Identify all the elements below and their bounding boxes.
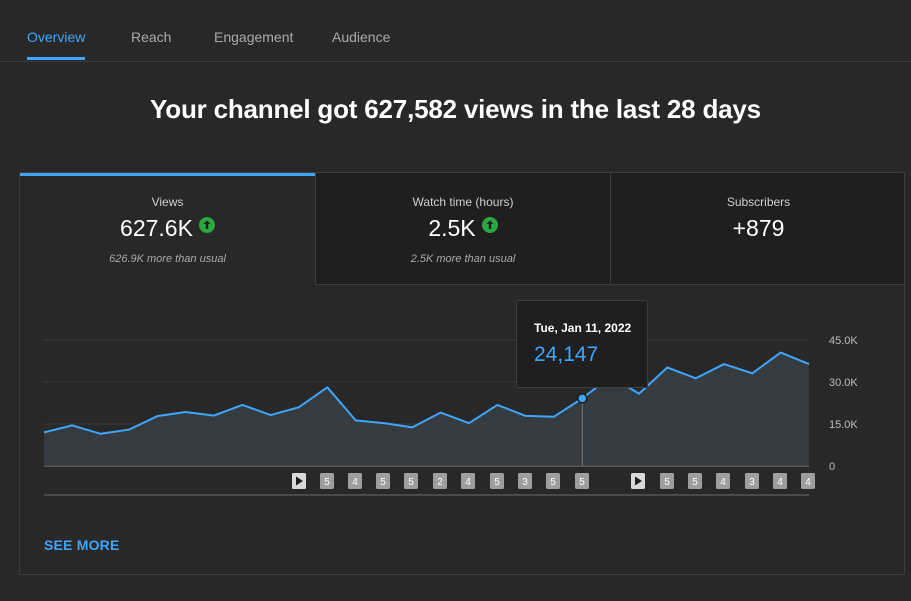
tab-reach[interactable]: Reach bbox=[131, 29, 172, 45]
video-count-marker[interactable]: 4 bbox=[801, 473, 815, 489]
metric-value-text: 2.5K bbox=[428, 215, 476, 241]
metric-tab-views[interactable]: Views 627.6K 626.9K more than usual bbox=[20, 173, 315, 285]
marker-count-label: 4 bbox=[465, 477, 471, 488]
metric-note: 2.5K more than usual bbox=[410, 253, 516, 265]
tab-audience[interactable]: Audience bbox=[332, 29, 391, 45]
marker-count-label: 5 bbox=[494, 477, 500, 488]
metric-tab-watch-time[interactable]: Watch time (hours) 2.5K 2.5K more than u… bbox=[315, 173, 610, 285]
marker-count-label: 5 bbox=[664, 477, 670, 488]
video-count-marker[interactable]: 5 bbox=[404, 473, 418, 489]
video-count-marker[interactable]: 5 bbox=[575, 473, 589, 489]
video-published-marker[interactable] bbox=[292, 473, 306, 489]
marker-count-label: 5 bbox=[550, 477, 556, 488]
metric-value: +879 bbox=[611, 215, 904, 242]
marker-count-label: 4 bbox=[805, 477, 811, 488]
marker-count-label: 3 bbox=[522, 477, 528, 488]
metric-label: Subscribers bbox=[726, 195, 791, 209]
video-count-marker[interactable]: 5 bbox=[688, 473, 702, 489]
marker-count-label: 5 bbox=[380, 477, 386, 488]
marker-count-label: 5 bbox=[408, 477, 414, 488]
metric-value: 2.5K bbox=[316, 215, 610, 242]
metric-value-text: 627.6K bbox=[120, 215, 193, 241]
marker-count-label: 2 bbox=[437, 477, 443, 488]
play-icon bbox=[635, 476, 642, 486]
page-headline: Your channel got 627,582 views in the la… bbox=[150, 94, 761, 124]
video-count-marker[interactable]: 3 bbox=[745, 473, 759, 489]
chart-tooltip: Tue, Jan 11, 2022 24,147 bbox=[516, 300, 648, 388]
video-count-marker[interactable]: 4 bbox=[773, 473, 787, 489]
marker-count-label: 5 bbox=[692, 477, 698, 488]
marker-count-label: 5 bbox=[324, 477, 330, 488]
tooltip-value: 24,147 bbox=[534, 343, 599, 366]
video-published-marker[interactable] bbox=[631, 473, 645, 489]
tab-engagement[interactable]: Engagement bbox=[214, 29, 294, 45]
marker-count-label: 4 bbox=[352, 477, 358, 488]
video-count-marker[interactable]: 5 bbox=[546, 473, 560, 489]
analytics-tabs: Overview Reach Engagement Audience bbox=[0, 0, 911, 62]
video-count-marker[interactable]: 3 bbox=[518, 473, 532, 489]
arrow-up-icon bbox=[198, 217, 215, 233]
marker-count-label: 3 bbox=[749, 477, 755, 488]
video-count-marker[interactable]: 5 bbox=[660, 473, 674, 489]
video-count-marker[interactable]: 5 bbox=[490, 473, 504, 489]
video-count-marker[interactable]: 4 bbox=[716, 473, 730, 489]
video-count-marker[interactable]: 4 bbox=[461, 473, 475, 489]
play-icon bbox=[296, 476, 303, 486]
metric-note: 626.9K more than usual bbox=[109, 253, 226, 265]
metric-value-text: +879 bbox=[732, 215, 785, 241]
metric-label: Watch time (hours) bbox=[412, 195, 514, 209]
tab-overview[interactable]: Overview bbox=[27, 29, 86, 45]
overview-card: Views 627.6K 626.9K more than usual Watc… bbox=[19, 172, 905, 575]
video-count-marker[interactable]: 2 bbox=[433, 473, 447, 489]
active-tab-indicator bbox=[27, 57, 85, 60]
marker-count-label: 4 bbox=[720, 477, 726, 488]
see-more-link[interactable]: SEE MORE bbox=[44, 537, 120, 553]
metric-value: 627.6K bbox=[20, 215, 315, 242]
video-count-marker[interactable]: 5 bbox=[320, 473, 334, 489]
metric-label: Views bbox=[151, 195, 184, 209]
marker-count-label: 5 bbox=[579, 477, 585, 488]
video-count-marker[interactable]: 4 bbox=[348, 473, 362, 489]
tooltip-date: Tue, Jan 11, 2022 bbox=[534, 321, 632, 335]
metric-tab-subscribers[interactable]: Subscribers +879 bbox=[610, 173, 904, 285]
marker-count-label: 4 bbox=[777, 477, 783, 488]
video-count-marker[interactable]: 5 bbox=[376, 473, 390, 489]
arrow-up-icon bbox=[481, 217, 498, 233]
